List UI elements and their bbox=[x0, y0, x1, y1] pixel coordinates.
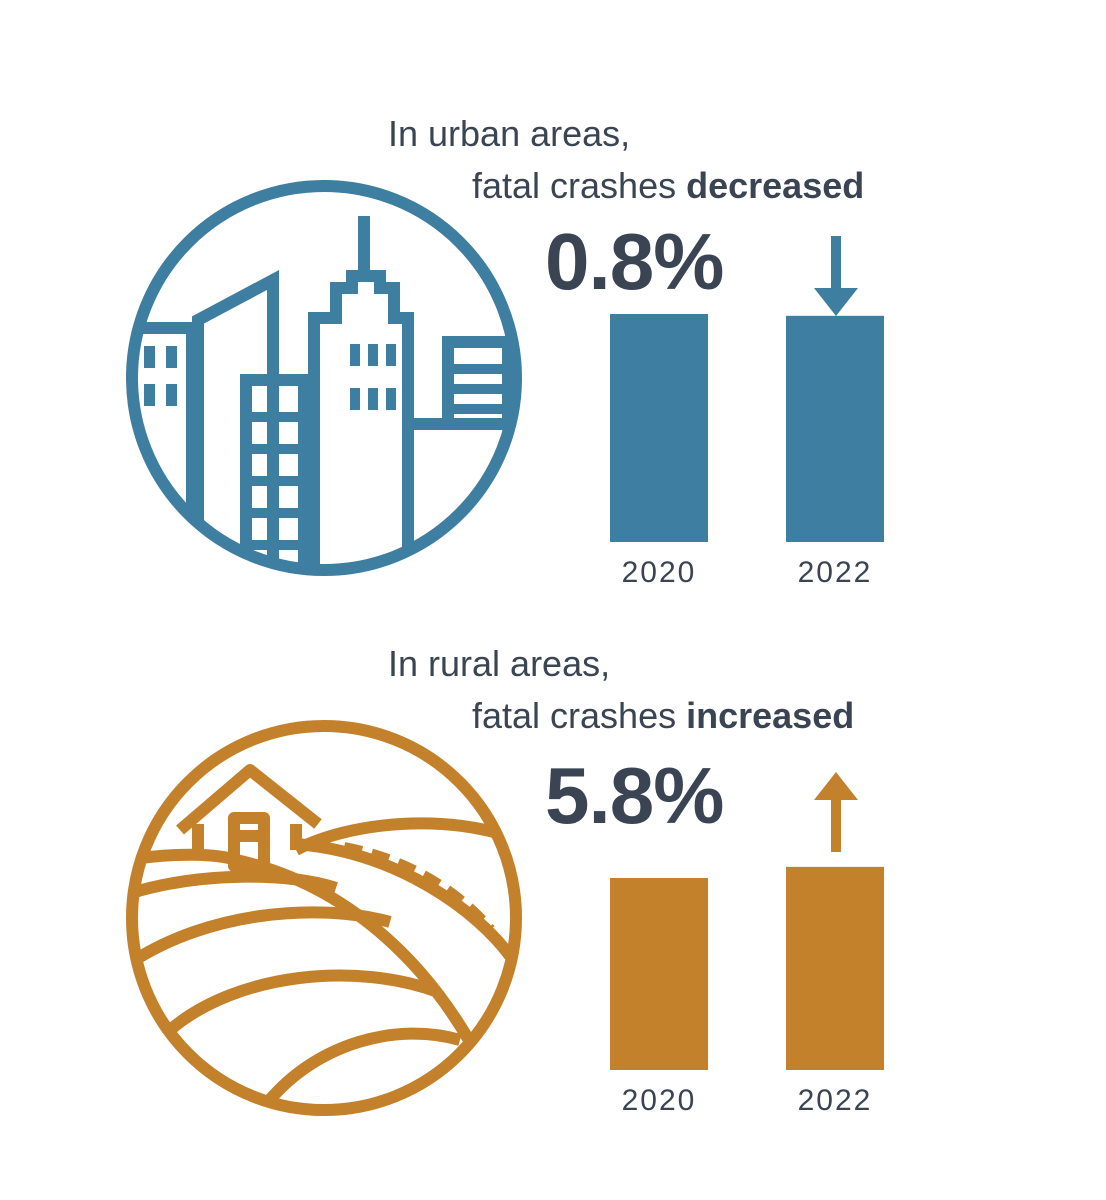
city-skyline-icon bbox=[126, 180, 522, 576]
arrow-down-icon bbox=[814, 236, 858, 316]
urban-bar-2022 bbox=[786, 315, 884, 542]
rural-heading-emphasis: increased bbox=[686, 695, 855, 736]
urban-bar-chart: 2020 2022 bbox=[610, 314, 884, 589]
rural-bar-2022 bbox=[786, 866, 884, 1070]
rural-bar-chart: 2020 2022 bbox=[610, 866, 884, 1117]
rural-tick-label-2020: 2020 bbox=[622, 1084, 697, 1117]
arrow-up-icon bbox=[814, 772, 858, 852]
rural-percent-change: 5.8% bbox=[545, 751, 724, 840]
farmhouse-fields-icon bbox=[126, 720, 522, 1116]
rural-bar-2020 bbox=[610, 878, 708, 1070]
urban-tick-label-2020: 2020 bbox=[622, 556, 697, 589]
urban-heading-line2: fatal crashes decreased bbox=[472, 164, 864, 208]
urban-heading-line1: In urban areas, bbox=[388, 113, 631, 154]
rural-heading-line2: fatal crashes increased bbox=[472, 694, 854, 738]
rural-heading-prefix: fatal crashes bbox=[472, 695, 687, 736]
urban-heading-prefix: fatal crashes bbox=[472, 165, 687, 206]
urban-percent-change: 0.8% bbox=[545, 217, 724, 306]
urban-chart-panel: In urban areas, fatal crashes decreased … bbox=[126, 113, 884, 589]
urban-tick-label-2022: 2022 bbox=[798, 556, 873, 589]
rural-tick-label-2022: 2022 bbox=[798, 1084, 873, 1117]
urban-heading-emphasis: decreased bbox=[686, 165, 865, 206]
rural-chart-panel: In rural areas, fatal crashes increased … bbox=[0, 620, 1106, 1200]
urban-bar-2020 bbox=[610, 314, 708, 542]
rural-heading-line1: In rural areas, bbox=[388, 643, 611, 684]
